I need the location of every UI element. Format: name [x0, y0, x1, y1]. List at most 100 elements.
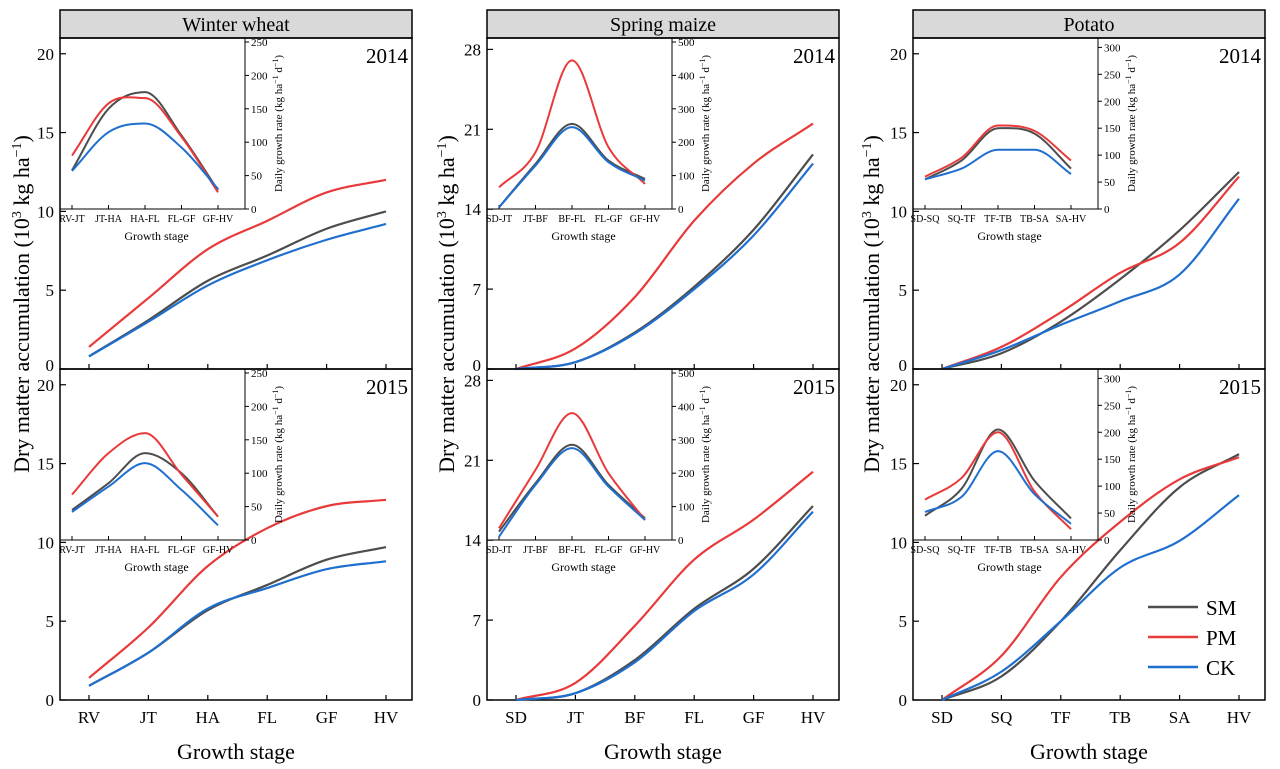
y-tick-label: 21	[464, 120, 481, 139]
inset: 0 100 200 300 400 500 SD-JT JT-BF BF-FL FL-GF GF-H…	[486, 37, 712, 243]
x-tick-label: SD	[505, 708, 527, 727]
inset-y-tick-label: 0	[678, 535, 684, 547]
inset-y-axis-label-part: Daily growth rate (kg ha	[1126, 415, 1138, 523]
x-tick-label: HA	[196, 708, 221, 727]
series-line-pm	[515, 122, 814, 371]
legend: SM PM CK	[1148, 596, 1237, 680]
inset-y-axis-label: Daily growth rate (kg ha−1 d−1)	[698, 386, 712, 523]
panel-potato-2014: 0 5 10 15 20 2014 0 50 100 150 200 250 300 SD-SQ SQ-TF…	[890, 37, 1266, 375]
panel-frame	[486, 37, 840, 370]
y-tick-label: 10	[37, 533, 54, 552]
inset-series-line-ck	[498, 126, 646, 208]
y-tick-label: 0	[46, 356, 55, 375]
inset-x-axis-label: Growth stage	[551, 560, 615, 574]
series-line-sm	[515, 505, 814, 702]
inset-y-tick-label: 400	[678, 401, 695, 413]
inset-y-axis-label-part: −1	[1124, 406, 1133, 415]
x-tick-label: SA	[1169, 708, 1191, 727]
series-line-ck	[941, 494, 1240, 701]
inset-x-tick-label: HA-FL	[130, 545, 159, 556]
inset-x-tick-label: JT-HA	[95, 214, 123, 225]
x-axis-label-col2: Growth stage	[604, 739, 722, 764]
inset-y-tick-label: 150	[251, 104, 268, 116]
inset-series-line-sm	[924, 428, 1072, 520]
panel-frame	[486, 368, 840, 701]
header-spring-maize	[486, 9, 840, 39]
inset-series-line-ck	[498, 447, 646, 538]
inset-y-tick-label: 150	[1104, 454, 1121, 466]
inset-x-tick-label: JT-HA	[95, 545, 123, 556]
inset-y-axis-label-part: Daily growth rate (kg ha	[273, 84, 285, 192]
y-tick-label: 14	[464, 531, 482, 550]
inset-y-axis-label-part: )	[700, 386, 712, 390]
inset-y-axis-label-part: −1	[698, 59, 707, 68]
inset-y-axis-label-part: −1	[271, 59, 280, 68]
inset-series-line-sm	[71, 452, 219, 518]
inset-y-tick-label: 250	[251, 37, 268, 49]
panel-frame	[912, 368, 1266, 701]
inset-x-tick-label: GF-HV	[630, 214, 661, 225]
inset-y-tick-label: 250	[251, 368, 268, 380]
inset-y-tick-label: 200	[251, 70, 268, 82]
inset-y-tick-label: 250	[1104, 400, 1121, 412]
inset-x-tick-label: SD-SQ	[911, 214, 941, 225]
inset-series-line-pm	[71, 96, 219, 193]
y-tick-label: 20	[37, 376, 54, 395]
y-axis-label-col2: Dry matter accumulation (103 kg ha−1)	[434, 135, 459, 473]
inset-series-line-pm	[498, 59, 646, 189]
inset-x-tick-label: FL-GF	[168, 545, 196, 556]
inset: 0 100 200 300 400 500 SD-JT JT-BF BF-FL FL-GF GF-H…	[486, 368, 712, 574]
y-axis-label-col1: Dry matter accumulation (103 kg ha−1)	[9, 135, 34, 473]
x-tick-label: GF	[743, 708, 765, 727]
inset-x-tick-label: BF-FL	[558, 545, 585, 556]
panel-winter-wheat-2014: 0 5 10 15 20 2014 0 50 100 150 200 250 RV-JT JT-HA HA-…	[37, 37, 413, 375]
inset-y-axis-label-part: )	[1126, 55, 1138, 59]
y-tick-label: 5	[899, 612, 908, 631]
inset-series-line-sm	[924, 127, 1072, 181]
series-line-pm	[88, 498, 387, 679]
inset-y-tick-label: 150	[1104, 123, 1121, 135]
inset-x-tick-label: SQ-TF	[948, 545, 976, 556]
x-tick-label: HV	[374, 708, 399, 727]
inset-y-tick-label: 100	[678, 171, 695, 183]
inset-x-axis-label: Growth stage	[551, 229, 615, 243]
inset-y-tick-label: 300	[1104, 42, 1121, 54]
inset-y-axis-label-part: )	[273, 386, 285, 390]
inset-series-line-pm	[498, 412, 646, 529]
year-label: 2015	[793, 375, 835, 399]
panel-frame	[59, 368, 413, 701]
x-tick-label: GF	[316, 708, 338, 727]
inset-x-tick-label: SA-HV	[1056, 214, 1087, 225]
y-tick-label: 20	[890, 45, 907, 64]
inset-y-tick-label: 0	[1104, 535, 1110, 547]
inset-series-line-sm	[71, 91, 219, 191]
series-line-sm	[941, 453, 1240, 702]
legend-label-sm: SM	[1206, 596, 1237, 620]
inset-x-tick-label: TF-TB	[984, 214, 1012, 225]
series-line-ck	[515, 510, 814, 702]
inset-y-tick-label: 300	[678, 104, 695, 116]
inset-series-line-ck	[71, 462, 219, 527]
inset-y-tick-label: 50	[251, 171, 263, 183]
y-tick-label: 0	[899, 691, 908, 710]
x-tick-label: FL	[257, 708, 277, 727]
inset-x-axis-label: Growth stage	[977, 229, 1041, 243]
inset-y-axis-label: Daily growth rate (kg ha−1 d−1)	[271, 386, 285, 523]
inset-y-tick-label: 0	[251, 204, 257, 216]
inset-y-axis-label-part: −1	[1124, 390, 1133, 399]
inset-y-tick-label: 250	[1104, 69, 1121, 81]
inset-y-axis-label-part: −1	[271, 75, 280, 84]
inset-y-tick-label: 200	[678, 468, 695, 480]
inset-y-tick-label: 100	[1104, 150, 1121, 162]
inset-y-axis-label-part: )	[700, 55, 712, 59]
inset-x-tick-label: FL-GF	[595, 214, 623, 225]
y-tick-label: 28	[464, 40, 481, 59]
y-tick-label: 7	[473, 611, 482, 630]
inset-y-tick-label: 500	[678, 37, 695, 49]
series-line-pm	[941, 175, 1240, 371]
inset: 0 50 100 150 200 250 RV-JT JT-HA HA-FL FL-GF GF-HV…	[59, 368, 285, 574]
series-line-ck	[515, 162, 814, 371]
x-tick-label: RV	[78, 708, 101, 727]
y-tick-label: 28	[464, 371, 481, 390]
